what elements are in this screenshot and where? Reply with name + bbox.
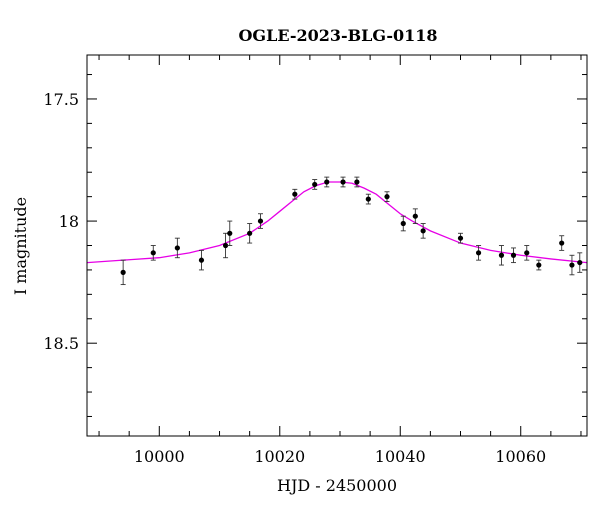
- data-marker: [365, 196, 371, 202]
- data-marker: [257, 218, 264, 224]
- data-marker: [475, 250, 482, 256]
- data-point-26: [577, 252, 583, 273]
- data-marker: [510, 252, 517, 258]
- y-tick-label: 17.5: [43, 90, 79, 109]
- data-point-1: [150, 245, 156, 261]
- data-point-25: [569, 254, 575, 276]
- data-marker: [569, 262, 575, 268]
- y-axis-label: I magnitude: [11, 197, 30, 295]
- data-point-3: [198, 249, 205, 271]
- data-point-23: [536, 259, 542, 271]
- data-point-5: [227, 220, 233, 246]
- x-tick-label: 10020: [254, 447, 305, 466]
- data-point-15: [400, 215, 406, 232]
- x-tick-label: 10040: [375, 447, 426, 466]
- chart-title: OGLE-2023-BLG-0118: [238, 26, 437, 45]
- y-tick-label: 18: [59, 212, 79, 231]
- data-marker: [536, 262, 542, 268]
- data-point-21: [510, 247, 517, 264]
- data-marker: [457, 235, 464, 241]
- data-marker: [559, 240, 565, 246]
- data-marker: [498, 252, 505, 258]
- data-point-0: [120, 259, 126, 286]
- data-point-18: [457, 232, 464, 244]
- x-tick-label: 10060: [495, 447, 546, 466]
- data-point-24: [559, 235, 565, 251]
- data-marker: [354, 179, 360, 185]
- data-marker: [222, 242, 229, 249]
- data-marker: [412, 213, 418, 219]
- data-marker: [227, 230, 233, 236]
- data-point-22: [524, 245, 530, 261]
- data-marker: [174, 245, 180, 251]
- data-marker: [420, 228, 426, 234]
- data-point-17: [420, 223, 426, 239]
- data-marker: [120, 269, 126, 275]
- data-point-19: [475, 245, 482, 261]
- data-marker: [324, 179, 330, 185]
- data-point-11: [340, 176, 346, 188]
- data-marker: [384, 194, 390, 200]
- plot-frame: [86, 54, 588, 437]
- data-marker: [198, 257, 205, 263]
- x-axis-label: HJD - 2450000: [277, 476, 397, 495]
- data-point-2: [174, 237, 180, 259]
- data-marker: [524, 250, 530, 256]
- data-marker: [150, 250, 156, 256]
- x-tick-label: 10000: [134, 447, 185, 466]
- data-point-4: [222, 232, 229, 259]
- data-marker: [247, 230, 253, 236]
- data-point-12: [354, 176, 360, 188]
- data-point-16: [412, 208, 418, 224]
- data-point-9: [312, 179, 318, 190]
- data-point-7: [257, 213, 264, 229]
- data-marker: [577, 259, 583, 266]
- data-point-8: [292, 188, 298, 200]
- data-marker: [340, 179, 346, 185]
- data-point-6: [247, 223, 253, 244]
- data-point-13: [365, 193, 371, 205]
- model-curve: [86, 181, 588, 264]
- data-point-20: [498, 245, 505, 266]
- plot-area: [86, 176, 588, 286]
- data-point-10: [324, 176, 330, 188]
- y-tick-label: 18.5: [43, 334, 79, 353]
- data-marker: [292, 191, 298, 197]
- data-marker: [400, 220, 406, 227]
- data-point-14: [384, 191, 390, 202]
- axis-ticks: 10000 10020 10040 10060 17.5 18 18.5: [43, 55, 587, 466]
- data-marker: [312, 181, 318, 188]
